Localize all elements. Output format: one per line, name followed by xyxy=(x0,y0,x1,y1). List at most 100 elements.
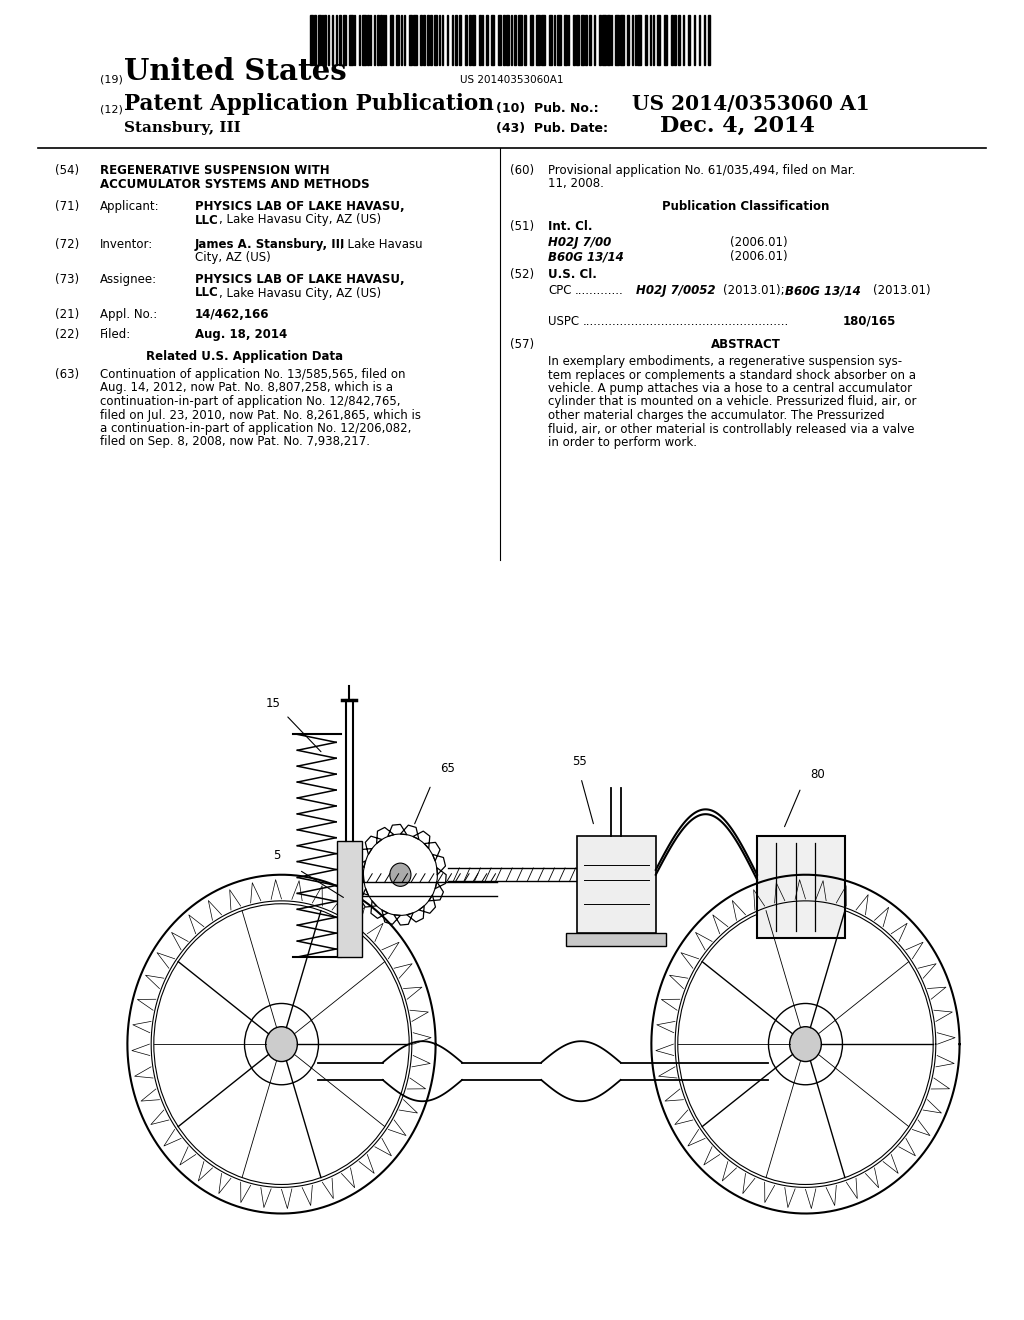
Text: filed on Sep. 8, 2008, now Pat. No. 7,938,217.: filed on Sep. 8, 2008, now Pat. No. 7,93… xyxy=(100,436,370,449)
Bar xyxy=(678,15,680,65)
Text: (2006.01): (2006.01) xyxy=(730,236,787,249)
Text: Continuation of application No. 13/585,565, filed on: Continuation of application No. 13/585,5… xyxy=(100,368,406,381)
Text: (72): (72) xyxy=(55,238,79,251)
Bar xyxy=(530,15,534,65)
Text: Dec. 4, 2014: Dec. 4, 2014 xyxy=(660,115,815,137)
Text: , Lake Havasu: , Lake Havasu xyxy=(340,238,423,251)
Text: U.S. Cl.: U.S. Cl. xyxy=(548,268,597,281)
Text: 15: 15 xyxy=(265,697,281,710)
Text: other material charges the accumulator. The Pressurized: other material charges the accumulator. … xyxy=(548,409,885,422)
Text: (22): (22) xyxy=(55,327,79,341)
Circle shape xyxy=(364,834,437,915)
Circle shape xyxy=(265,1027,297,1061)
Text: LLC: LLC xyxy=(195,286,219,300)
Text: US 20140353060A1: US 20140353060A1 xyxy=(460,75,564,84)
Bar xyxy=(465,15,467,65)
Bar xyxy=(339,15,341,65)
Text: REGENERATIVE SUSPENSION WITH: REGENERATIVE SUSPENSION WITH xyxy=(100,164,330,177)
Text: 55: 55 xyxy=(572,755,587,768)
Bar xyxy=(337,841,361,957)
Text: 14/462,166: 14/462,166 xyxy=(195,308,269,321)
Bar xyxy=(420,15,422,65)
Bar xyxy=(615,15,618,65)
Text: LLC: LLC xyxy=(195,214,219,227)
Bar xyxy=(427,15,429,65)
Text: .......................................................: ........................................… xyxy=(583,315,790,327)
Text: H02J 7/00: H02J 7/00 xyxy=(548,236,611,249)
Text: Assignee:: Assignee: xyxy=(100,273,157,286)
Text: In exemplary embodiments, a regenerative suspension sys-: In exemplary embodiments, a regenerative… xyxy=(548,355,902,368)
Text: Int. Cl.: Int. Cl. xyxy=(548,220,593,234)
Text: Inventor:: Inventor: xyxy=(100,238,154,251)
Bar xyxy=(536,15,540,65)
Bar xyxy=(409,15,412,65)
Bar xyxy=(645,15,647,65)
Bar xyxy=(324,15,326,65)
Text: PHYSICS LAB OF LAKE HAVASU,: PHYSICS LAB OF LAKE HAVASU, xyxy=(195,273,404,286)
Text: , Lake Havasu City, AZ (US): , Lake Havasu City, AZ (US) xyxy=(219,214,381,227)
Bar xyxy=(413,15,417,65)
Bar xyxy=(503,15,505,65)
Text: B60G 13/14: B60G 13/14 xyxy=(785,284,861,297)
Text: (19): (19) xyxy=(100,75,123,84)
Text: filed on Jul. 23, 2010, now Pat. No. 8,261,865, which is: filed on Jul. 23, 2010, now Pat. No. 8,2… xyxy=(100,408,421,421)
Bar xyxy=(455,15,457,65)
Text: 11, 2008.: 11, 2008. xyxy=(548,177,604,190)
Bar xyxy=(518,15,522,65)
Text: continuation-in-part of application No. 12/842,765,: continuation-in-part of application No. … xyxy=(100,395,400,408)
Bar xyxy=(671,15,673,65)
Bar xyxy=(469,15,471,65)
Bar xyxy=(607,15,610,65)
Bar xyxy=(566,933,667,946)
Bar xyxy=(314,15,316,65)
Bar xyxy=(620,15,624,65)
Bar xyxy=(664,15,667,65)
Bar xyxy=(490,15,494,65)
Text: CPC: CPC xyxy=(548,284,571,297)
Text: B60G 13/14: B60G 13/14 xyxy=(548,249,624,263)
Bar xyxy=(377,15,379,65)
Text: ABSTRACT: ABSTRACT xyxy=(711,338,781,351)
Text: (10)  Pub. No.:: (10) Pub. No.: xyxy=(496,102,599,115)
Bar xyxy=(367,15,369,65)
Bar xyxy=(564,15,567,65)
Bar xyxy=(459,15,461,65)
Text: (21): (21) xyxy=(55,308,79,321)
Bar xyxy=(585,15,587,65)
Text: (51): (51) xyxy=(510,220,535,234)
Text: Provisional application No. 61/035,494, filed on Mar.: Provisional application No. 61/035,494, … xyxy=(548,164,855,177)
Bar xyxy=(541,15,545,65)
Bar xyxy=(396,15,399,65)
Bar xyxy=(362,15,366,65)
Text: (60): (60) xyxy=(510,164,535,177)
Text: fluid, air, or other material is controllably released via a valve: fluid, air, or other material is control… xyxy=(548,422,914,436)
Bar xyxy=(423,15,425,65)
Bar xyxy=(343,15,346,65)
Bar xyxy=(390,15,393,65)
Text: (71): (71) xyxy=(55,201,79,213)
Text: City, AZ (US): City, AZ (US) xyxy=(195,252,270,264)
Text: (52): (52) xyxy=(510,268,535,281)
Circle shape xyxy=(390,863,411,886)
Text: PHYSICS LAB OF LAKE HAVASU,: PHYSICS LAB OF LAKE HAVASU, xyxy=(195,201,404,213)
Text: (43)  Pub. Date:: (43) Pub. Date: xyxy=(496,121,608,135)
Text: a continuation-in-part of application No. 12/206,082,: a continuation-in-part of application No… xyxy=(100,422,412,436)
Bar xyxy=(430,15,432,65)
Bar xyxy=(674,15,676,65)
Text: Appl. No.:: Appl. No.: xyxy=(100,308,158,321)
Text: H02J 7/0052: H02J 7/0052 xyxy=(636,284,716,297)
Bar xyxy=(602,15,606,65)
Bar xyxy=(708,15,710,65)
Bar xyxy=(486,15,488,65)
Bar xyxy=(380,15,382,65)
Circle shape xyxy=(790,1027,821,1061)
Bar xyxy=(637,15,641,65)
Bar xyxy=(581,15,584,65)
Text: United States: United States xyxy=(124,57,347,86)
Bar xyxy=(318,15,321,65)
Text: 180/165: 180/165 xyxy=(843,315,896,327)
Text: cylinder that is mounted on a vehicle. Pressurized fluid, air, or: cylinder that is mounted on a vehicle. P… xyxy=(548,396,916,408)
Text: Aug. 18, 2014: Aug. 18, 2014 xyxy=(195,327,288,341)
Text: (73): (73) xyxy=(55,273,79,286)
Text: , Lake Havasu City, AZ (US): , Lake Havasu City, AZ (US) xyxy=(219,286,381,300)
